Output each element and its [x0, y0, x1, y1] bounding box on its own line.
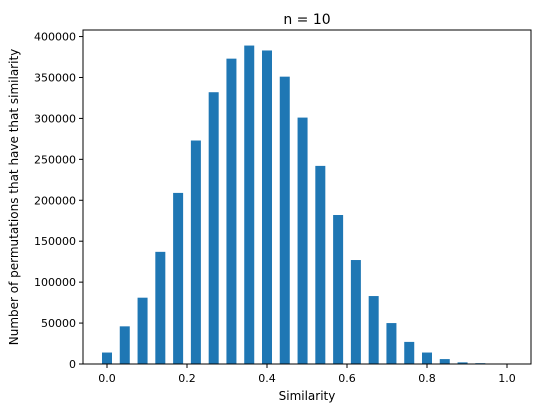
bar — [173, 192, 184, 364]
bar — [226, 58, 237, 365]
y-tick-label: 200000 — [34, 194, 76, 207]
bar — [137, 297, 148, 364]
y-tick-label: 150000 — [34, 235, 76, 248]
bars-group — [102, 45, 486, 365]
x-tick-label: 0.6 — [338, 372, 356, 385]
bar — [350, 260, 361, 364]
bar — [155, 251, 166, 364]
bar — [439, 359, 450, 364]
plot-frame — [82, 29, 532, 365]
y-tick-label: 50000 — [41, 317, 76, 330]
y-axis-label: Number of permutations that have that si… — [7, 49, 21, 346]
y-tick-label: 250000 — [34, 153, 76, 166]
bar — [422, 352, 432, 364]
bar — [368, 296, 379, 364]
bar — [279, 76, 290, 364]
x-tick-label: 0.0 — [98, 372, 116, 385]
x-axis-ticks: 0.0 0.2 0.4 0.6 0.8 1.0 — [98, 364, 516, 385]
x-tick-label: 0.4 — [258, 372, 276, 385]
y-axis-ticks: 0 50000 100000 150000 200000 250000 300000 3500… — [34, 31, 83, 371]
bar — [457, 362, 468, 364]
chart-title: n = 10 — [283, 12, 330, 28]
y-tick-label: 300000 — [34, 112, 76, 125]
bar — [262, 50, 272, 364]
bar — [208, 92, 219, 364]
bar — [386, 323, 397, 364]
y-tick-label: 100000 — [34, 276, 76, 289]
bar — [102, 352, 112, 364]
bar — [244, 45, 255, 365]
y-tick-label: 350000 — [34, 71, 76, 84]
bar — [404, 341, 415, 364]
bar — [315, 165, 326, 364]
y-tick-label: 0 — [69, 358, 76, 371]
y-tick-label: 400000 — [34, 31, 76, 44]
bar — [119, 326, 130, 364]
bar — [333, 215, 344, 364]
bar — [190, 140, 201, 364]
x-tick-label: 0.2 — [178, 372, 196, 385]
x-tick-label: 1.0 — [498, 372, 516, 385]
x-tick-label: 0.8 — [418, 372, 436, 385]
bar — [297, 117, 308, 364]
x-axis-label: Similarity — [279, 389, 336, 403]
